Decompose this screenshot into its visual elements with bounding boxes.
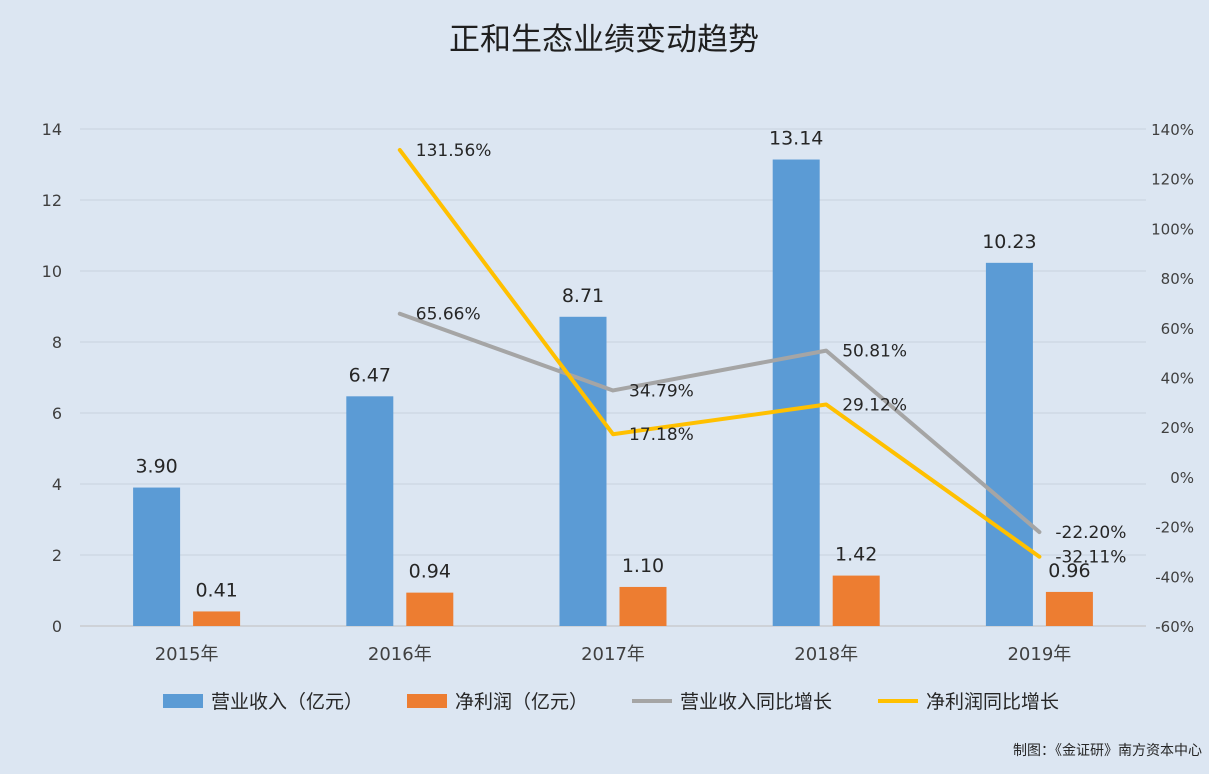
y-left-tick-label: 4 (52, 475, 62, 494)
line-point (398, 148, 402, 152)
line-revenue-growth (397, 311, 1042, 535)
y-right-tick-label: 140% (1151, 121, 1194, 139)
y-right-tick-label: -40% (1155, 568, 1194, 586)
bar-data-label: 8.71 (562, 285, 604, 307)
x-tick-label: 2019年 (1007, 644, 1071, 665)
bar-data-label: 0.94 (409, 561, 451, 583)
line-data-label: 131.56% (416, 141, 492, 161)
y-right-tick-label: 0% (1170, 469, 1194, 487)
legend-label: 净利润同比增长 (926, 691, 1059, 713)
line-data-label: 17.18% (629, 425, 694, 445)
bar-data-label: 0.96 (1048, 560, 1090, 582)
line-point (824, 349, 828, 353)
line-point (611, 388, 615, 392)
bar-profit (193, 611, 241, 626)
bar-data-label: 1.42 (835, 544, 877, 566)
bar-profit (832, 575, 880, 626)
bar-revenue (559, 316, 607, 626)
bar-data-label: 13.14 (769, 128, 823, 150)
credit-text: 制图：《金证研》南方资本中心 (1013, 743, 1202, 759)
legend-swatch (163, 694, 203, 708)
y-left-tick-label: 10 (42, 262, 62, 281)
line-data-label: 34.79% (629, 381, 694, 401)
lines (397, 147, 1042, 559)
data-labels: 3.90 6.47 8.71 13.14 10.23 0.41 0.94 1.10 1.42 0.… (135, 128, 1126, 602)
bar-revenue (985, 262, 1033, 626)
x-tick-label: 2016年 (368, 644, 432, 665)
y-left-tick-label: 2 (52, 546, 62, 565)
bar-profit (406, 592, 454, 626)
line-profit-growth (397, 147, 1042, 559)
legend-label: 净利润（亿元） (455, 691, 588, 713)
bar-profit (619, 586, 667, 626)
y-right-tick-label: 20% (1161, 419, 1194, 437)
bar-revenue (772, 159, 820, 626)
line-point (611, 432, 615, 436)
bar-data-label: 6.47 (349, 364, 391, 386)
y-right-tick-label: 120% (1151, 171, 1194, 189)
line-data-label: -32.11% (1055, 548, 1126, 568)
y-right-tick-label: -60% (1155, 618, 1194, 636)
legend-label: 营业收入同比增长 (680, 691, 832, 713)
bar-data-label: 0.41 (195, 579, 237, 601)
bars (133, 159, 1093, 626)
bar-data-label: 1.10 (622, 555, 664, 577)
y-left-tick-label: 8 (52, 333, 62, 352)
y-left-tick-label: 14 (42, 120, 62, 139)
bar-data-label: 3.90 (135, 456, 177, 478)
bar-data-label: 10.23 (982, 231, 1036, 253)
line-point (1037, 530, 1041, 534)
legend-label: 营业收入（亿元） (211, 691, 363, 713)
line-data-label: 65.66% (416, 305, 481, 325)
line-point (1037, 555, 1041, 559)
x-tick-label: 2017年 (581, 644, 645, 665)
axes: 0 2 4 6 8 10 12 14 -60% -40% -20% 0% 20% 40% 60% 80% 100… (42, 120, 1194, 665)
gridlines (80, 128, 1146, 627)
line-point (824, 403, 828, 407)
legend-swatch (407, 694, 447, 708)
line-point (398, 312, 402, 316)
y-left-tick-label: 0 (52, 617, 62, 636)
y-right-tick-label: 40% (1161, 370, 1194, 388)
y-right-tick-label: 60% (1161, 320, 1194, 338)
x-tick-label: 2015年 (155, 644, 219, 665)
bar-revenue (346, 396, 394, 626)
y-right-tick-label: 80% (1161, 270, 1194, 288)
chart-title: 正和生态业绩变动趋势 (449, 22, 759, 58)
y-right-tick-label: 100% (1151, 220, 1194, 238)
line-data-label: 50.81% (842, 342, 907, 362)
y-right-tick-label: -20% (1155, 519, 1194, 537)
bar-profit (1045, 591, 1093, 626)
x-tick-label: 2018年 (794, 644, 858, 665)
y-left-tick-label: 12 (42, 191, 62, 210)
bar-revenue (133, 487, 181, 626)
y-left-tick-label: 6 (52, 404, 62, 423)
legend: 营业收入（亿元） 净利润（亿元） 营业收入同比增长 净利润同比增长 (163, 691, 1059, 713)
line-data-label: -22.20% (1055, 523, 1126, 543)
line-data-label: 29.12% (842, 396, 907, 416)
